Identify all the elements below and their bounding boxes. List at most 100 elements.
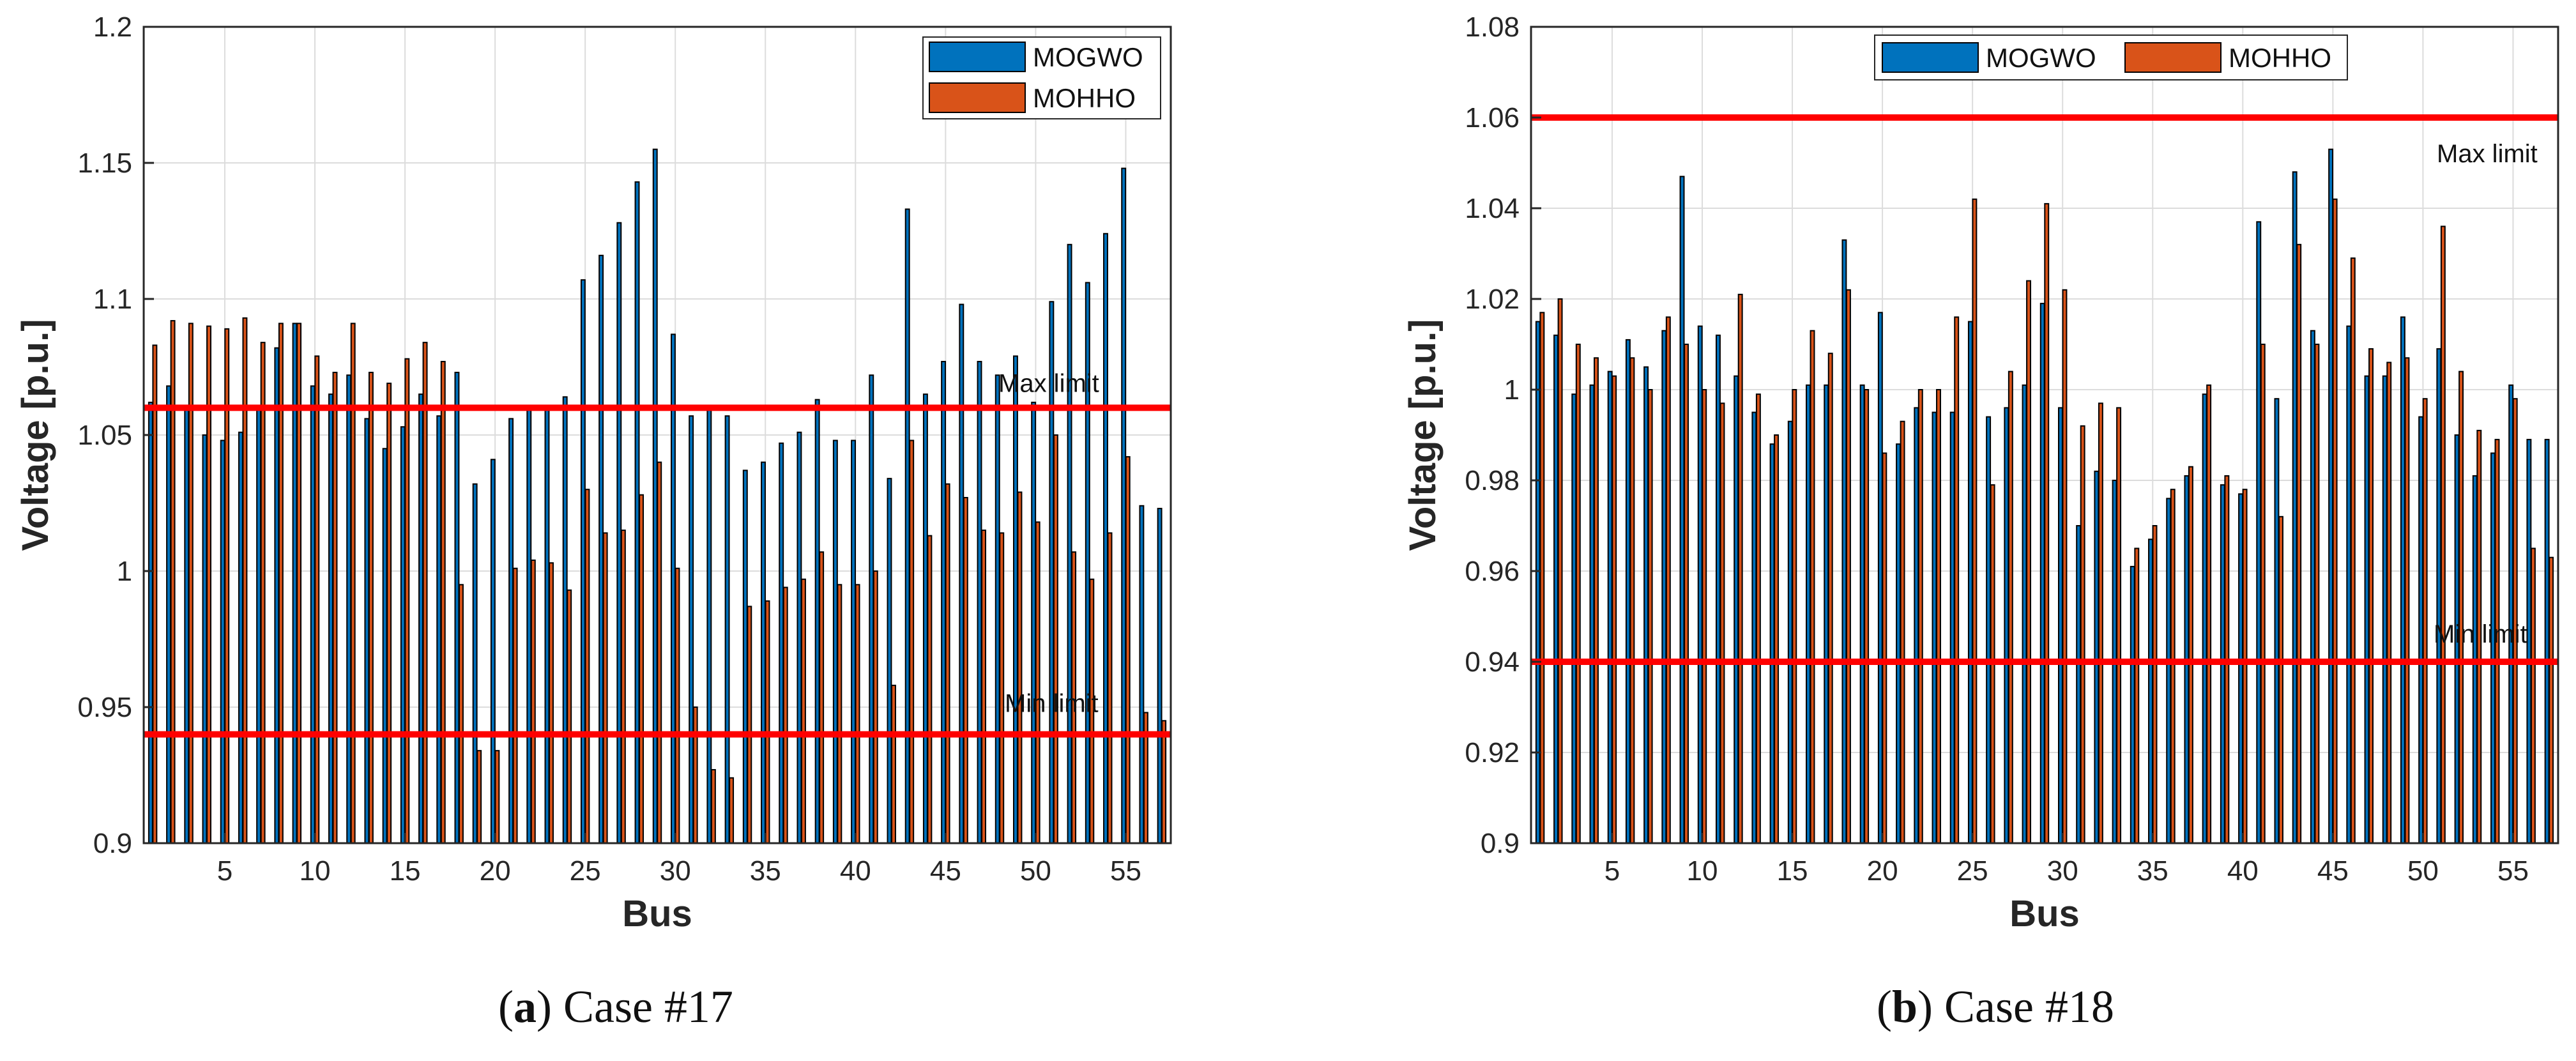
- bar-mogwo-bus-47: [2364, 375, 2370, 844]
- bar-mogwo-bus-46: [2346, 325, 2352, 844]
- bar-mohho-bus-21: [1900, 420, 1905, 844]
- min-limit-label: Min limit: [2434, 620, 2527, 648]
- y-tick-label: 1.02: [1465, 284, 1520, 315]
- x-tick-label: 50: [2407, 855, 2439, 887]
- x-axis: 5 10 15 20 25 30 35 40 45 50 55: [1604, 833, 2529, 887]
- min-limit-label: Min limit: [1005, 690, 1099, 718]
- series-mogwo: [1535, 148, 2550, 844]
- bar-mogwo-bus-20: [490, 459, 496, 844]
- bar-mogwo-bus-14: [382, 448, 388, 844]
- bar-mogwo-bus-8: [1661, 330, 1667, 844]
- bar-mogwo-bus-57: [1157, 508, 1162, 844]
- bar-mohho-bus-6: [242, 317, 248, 844]
- bar-mohho-bus-46: [2350, 257, 2356, 844]
- bar-mogwo-bus-35: [2148, 538, 2153, 844]
- bar-mogwo-bus-52: [1067, 243, 1072, 844]
- bar-mogwo-bus-3: [184, 407, 190, 844]
- bar-mohho-bus-43: [2296, 243, 2302, 844]
- bar-mogwo-bus-43: [2292, 171, 2298, 844]
- bar-mohho-bus-3: [188, 323, 194, 844]
- bar-mogwo-bus-20: [1877, 312, 1883, 844]
- bar-mohho-bus-14: [1774, 434, 1780, 844]
- bar-mohho-bus-30: [674, 567, 680, 844]
- x-tick-label: 35: [2137, 855, 2168, 887]
- bar-mohho-bus-51: [2440, 225, 2446, 844]
- bar-mohho-bus-57: [2549, 556, 2554, 844]
- bar-mogwo-bus-6: [1625, 339, 1631, 844]
- caption-letter: a: [513, 981, 537, 1032]
- bar-mohho-bus-2: [170, 320, 176, 844]
- bar-mohho-bus-20: [1882, 452, 1887, 844]
- axes-box: [1530, 26, 2559, 844]
- x-tick-label: 45: [930, 855, 961, 887]
- bar-mohho-bus-8: [278, 323, 284, 844]
- bar-mohho-bus-17: [1827, 353, 1833, 844]
- bar-mogwo-bus-35: [761, 461, 766, 844]
- x-tick-label: 40: [840, 855, 871, 887]
- bar-mohho-bus-31: [692, 706, 698, 844]
- bar-mogwo-bus-13: [364, 418, 370, 844]
- bar-mogwo-bus-4: [202, 434, 208, 844]
- bar-mogwo-bus-22: [1914, 407, 1919, 844]
- bar-mogwo-bus-29: [2039, 303, 2045, 844]
- bar-mogwo-bus-45: [941, 360, 947, 844]
- bar-mohho-bus-5: [1612, 375, 1617, 844]
- bar-mogwo-bus-50: [1031, 401, 1037, 844]
- bar-mohho-bus-18: [458, 584, 464, 844]
- bar-mohho-bus-12: [1737, 293, 1743, 844]
- legend-swatch-mohho: [929, 82, 1026, 113]
- bar-mogwo-bus-49: [1012, 355, 1018, 844]
- series-mogwo: [148, 148, 1162, 844]
- bar-mohho-bus-14: [386, 383, 392, 844]
- bar-mohho-bus-45: [2332, 198, 2338, 844]
- bar-mogwo-bus-32: [706, 407, 712, 844]
- x-tick-label: 10: [1687, 855, 1718, 887]
- bar-mogwo-bus-16: [1806, 384, 1811, 844]
- bar-mogwo-bus-11: [1715, 334, 1721, 844]
- y-tick-label: 1.06: [1465, 102, 1520, 134]
- bar-mogwo-bus-21: [1896, 443, 1902, 844]
- bar-mogwo-bus-12: [1734, 375, 1739, 844]
- bar-mogwo-bus-14: [1769, 443, 1775, 844]
- bar-mogwo-bus-5: [1607, 370, 1613, 844]
- bar-mohho-bus-8: [1665, 316, 1671, 844]
- bar-mohho-bus-49: [2404, 357, 2410, 844]
- bar-mogwo-bus-24: [562, 396, 568, 844]
- bar-mogwo-bus-56: [2526, 439, 2532, 844]
- bar-mogwo-bus-55: [1121, 167, 1127, 844]
- legend-label-mohho: MOHHO: [1033, 83, 1136, 113]
- bar-mogwo-bus-42: [2274, 398, 2280, 844]
- bar-mohho-bus-24: [567, 589, 572, 844]
- bar-mogwo-bus-25: [580, 279, 586, 844]
- bar-mogwo-bus-19: [472, 483, 478, 844]
- bar-mohho-bus-33: [2116, 407, 2122, 844]
- x-tick-label: 55: [2497, 855, 2529, 887]
- y-tick-label: 1.1: [93, 284, 132, 315]
- bar-mogwo-bus-13: [1751, 411, 1757, 844]
- bar-mogwo-bus-9: [292, 323, 298, 844]
- y-tick-label: 0.9: [93, 828, 132, 859]
- bar-mohho-bus-7: [260, 342, 266, 844]
- x-tick-label: 15: [1777, 855, 1808, 887]
- bar-mohho-bus-25: [584, 489, 590, 844]
- bar-mohho-bus-37: [800, 578, 806, 844]
- legend-label-mogwo: MOGWO: [1033, 42, 1143, 72]
- y-tick-label: 0.96: [1465, 556, 1520, 587]
- bar-mogwo-bus-38: [814, 399, 820, 844]
- bar-mohho-bus-12: [350, 323, 356, 844]
- bar-mohho-bus-3: [1575, 344, 1581, 844]
- bar-mogwo-bus-1: [1535, 321, 1541, 844]
- bar-mogwo-bus-44: [922, 393, 928, 844]
- bar-mohho-bus-35: [2152, 525, 2158, 844]
- y-tick-label: 0.98: [1465, 465, 1520, 496]
- legend-label-mohho: MOHHO: [2229, 43, 2331, 73]
- bar-mohho-bus-48: [999, 532, 1005, 844]
- bar-mohho-bus-36: [782, 586, 788, 844]
- bar-mohho-bus-46: [963, 496, 968, 844]
- y-axis-label: Voltage [p.u.]: [15, 319, 56, 551]
- bar-mohho-bus-52: [2458, 370, 2464, 844]
- bar-mohho-bus-1: [152, 344, 158, 844]
- bar-mohho-bus-51: [1053, 434, 1058, 844]
- bar-mogwo-bus-53: [1085, 282, 1090, 844]
- x-tick-label: 25: [1957, 855, 1988, 887]
